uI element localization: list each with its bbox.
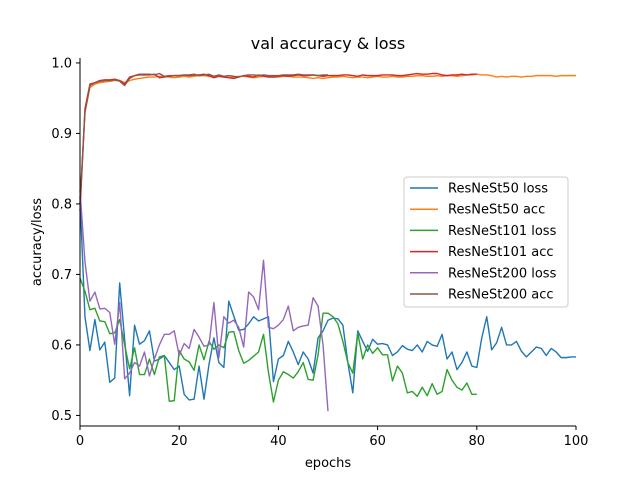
- y-tick-label: 0.9: [51, 127, 72, 142]
- x-tick-label: 80: [469, 434, 486, 449]
- series-line-5: [79, 72, 328, 204]
- legend-frame: [403, 176, 569, 308]
- series-line-3: [79, 72, 477, 212]
- legend-label: ResNeSt101 loss: [448, 224, 557, 239]
- legend-label: ResNeSt200 loss: [448, 266, 557, 281]
- legend-label: ResNeSt50 acc: [448, 203, 545, 218]
- y-tick-label: 0.7: [51, 268, 72, 283]
- x-tick-label: 20: [171, 434, 188, 449]
- x-tick-label: 60: [369, 434, 386, 449]
- legend: ResNeSt50 loss ResNeSt50 acc ResNeSt101 lo…: [403, 176, 569, 308]
- y-tick-label: 0.8: [51, 197, 72, 212]
- series-line-1: [79, 73, 576, 204]
- chart-title: val accuracy & loss: [251, 34, 406, 53]
- y-tick-label: 0.5: [51, 409, 72, 424]
- series-line-4: [79, 189, 329, 412]
- x-tick-label: 0: [76, 434, 84, 449]
- legend-label: ResNeSt101 acc: [448, 245, 554, 260]
- y-tick-label: 0.6: [51, 338, 72, 353]
- x-tick-label: 100: [564, 434, 589, 449]
- x-axis-title: epochs: [305, 456, 352, 471]
- legend-label: ResNeSt50 loss: [448, 182, 548, 197]
- series-line-2: [79, 277, 477, 403]
- axes-layer: [79, 58, 576, 427]
- x-tick-label: 40: [270, 434, 287, 449]
- y-axis-title: accuracy/loss: [30, 198, 45, 286]
- series-layer: [79, 72, 576, 412]
- y-tick-label: 1.0: [51, 56, 72, 71]
- ticks-layer: 0 20 40 60 80 100 0.5 0.6 0.7 0.8 0.9 1.0: [51, 56, 588, 449]
- legend-label: ResNeSt200 acc: [448, 288, 554, 303]
